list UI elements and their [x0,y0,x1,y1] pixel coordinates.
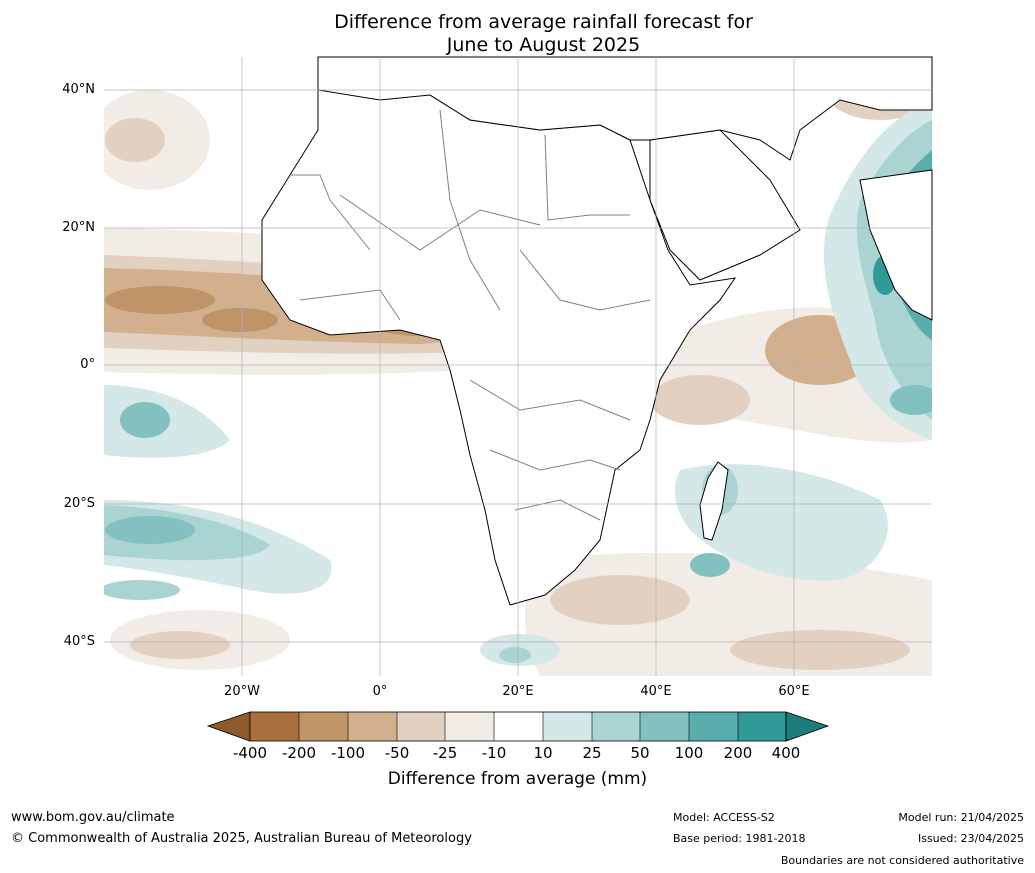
footer-url[interactable]: www.bom.gov.au/climate [11,810,175,825]
lat-label-40n: 40°N [62,82,95,97]
lon-label-20w: 20°W [224,684,260,699]
colorbar-tick-label: -100 [330,744,366,762]
footer-disclaimer: Boundaries are not considered authoritat… [780,854,1024,867]
colorbar-tick-label: -25 [432,744,458,762]
colorbar-bin-6 [494,712,543,741]
lat-label-0: 0° [80,357,95,372]
wet-south-atlantic-band [104,580,180,600]
colorbar-tick-label: -50 [384,744,410,762]
colorbar-bin-1 [250,712,299,741]
lon-label-20e: 20°E [502,684,534,699]
dry-indian-ocean-west [650,375,750,425]
colorbar-tick-label: -200 [281,744,317,762]
lon-label-60e: 60°E [778,684,810,699]
colorbar-tick-label: 10 [533,744,553,762]
colorbar-title: Difference from average (mm) [387,769,648,789]
colorbar-bin-10 [689,712,738,741]
madagascar-landmass [699,461,729,541]
lon-label-40e: 40°E [640,684,672,699]
colorbar-tick-label: 200 [723,744,753,762]
colorbar-bin-11 [738,712,786,741]
wet-south-atlantic-core [105,516,195,544]
colorbar-tick-label: 100 [674,744,704,762]
colorbar-low-extend [206,711,251,742]
wet-gulf-guinea-south-core [120,402,170,438]
footer-issued: Issued: 23/04/2025 [917,832,1024,845]
colorbar-bin-3 [348,712,397,741]
footer-model: Model: ACCESS-S2 [673,811,775,824]
colorbar-tick-label: 50 [630,744,650,762]
dry-north-atlantic-core [105,118,165,162]
dry-core-2 [202,308,278,332]
colorbar-high-extend [785,711,830,742]
wet-bay-of-bengal [890,385,932,415]
colorbar-bin-9 [640,712,689,741]
colorbar-bin-2 [299,712,348,741]
footer-copyright: © Commonwealth of Australia 2025, Austra… [11,831,472,846]
colorbar-bin-7 [543,712,592,741]
colorbar-bin-8 [592,712,640,741]
footer-model-run: Model run: 21/04/2025 [898,811,1024,824]
dry-southern-ocean-core [550,575,690,625]
colorbar-bin-5 [445,712,494,741]
colorbar-tick-label: 25 [582,744,602,762]
colorbar [206,711,830,742]
graticule [104,57,932,676]
map-title-line2: June to August 2025 [446,34,641,56]
footer-base-period: Base period: 1981-2018 [673,832,806,845]
colorbar-tick-label: -400 [232,744,268,762]
dry-core-1 [105,286,215,314]
colorbar-bin-4 [397,712,445,741]
eurasia-landmass [317,56,933,161]
wet-south-africa-south-core [499,647,531,663]
colorbar-tick-label: 400 [771,744,801,762]
dry-southern-ocean-east [730,630,910,670]
wet-sw-indian-core [690,553,730,577]
india-landmass [859,169,933,321]
lat-label-40s: 40°S [63,634,95,649]
colorbar-tick-label: -10 [481,744,507,762]
lon-label-0: 0° [372,684,388,699]
arabia-landmass [649,129,801,281]
dry-south-atlantic-core [130,631,230,659]
lat-label-20n: 20°N [62,220,95,235]
lat-label-20s: 20°S [63,496,95,511]
map-title-line1: Difference from average rainfall forecas… [334,11,753,33]
